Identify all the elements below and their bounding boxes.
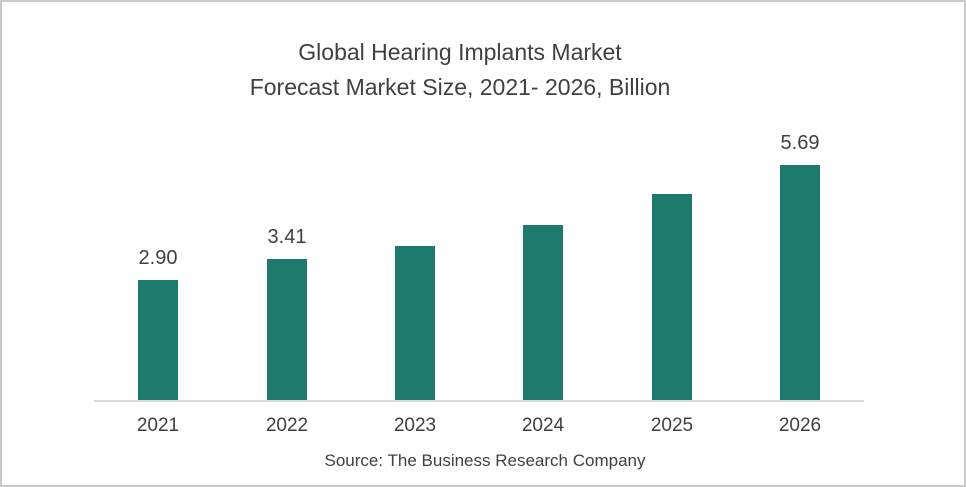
source-caption: Source: The Business Research Company [324, 451, 646, 470]
chart-title: Global Hearing Implants Market Forecast … [2, 35, 918, 105]
x-axis-label-2021: 2021 [136, 415, 180, 436]
chart-title-line2: Forecast Market Size, 2021- 2026, Billio… [249, 74, 671, 100]
chart-title-line1: Global Hearing Implants Market [298, 39, 622, 65]
x-axis-line [94, 400, 864, 402]
bar-2023 [395, 246, 435, 400]
bar-2022 [267, 259, 307, 400]
bar-2025 [652, 194, 692, 400]
x-axis: 2021 2022 2023 2024 2025 2026 [94, 415, 864, 441]
x-axis-label-2025: 2025 [650, 415, 694, 436]
x-axis-label-2022: 2022 [265, 415, 309, 436]
bar-2024 [523, 225, 563, 400]
x-axis-label-2023: 2023 [393, 415, 437, 436]
bar-2021 [138, 280, 178, 400]
bar-value-label-2022: 3.41 [267, 226, 307, 248]
x-axis-label-2026: 2026 [778, 415, 822, 436]
bar-value-label-2026: 5.69 [780, 132, 820, 154]
bar-value-label-2021: 2.90 [138, 247, 178, 269]
x-axis-label-2024: 2024 [521, 415, 565, 436]
plot-area: 2.90 3.41 5.69 [94, 121, 864, 402]
bar-2026 [780, 165, 820, 400]
